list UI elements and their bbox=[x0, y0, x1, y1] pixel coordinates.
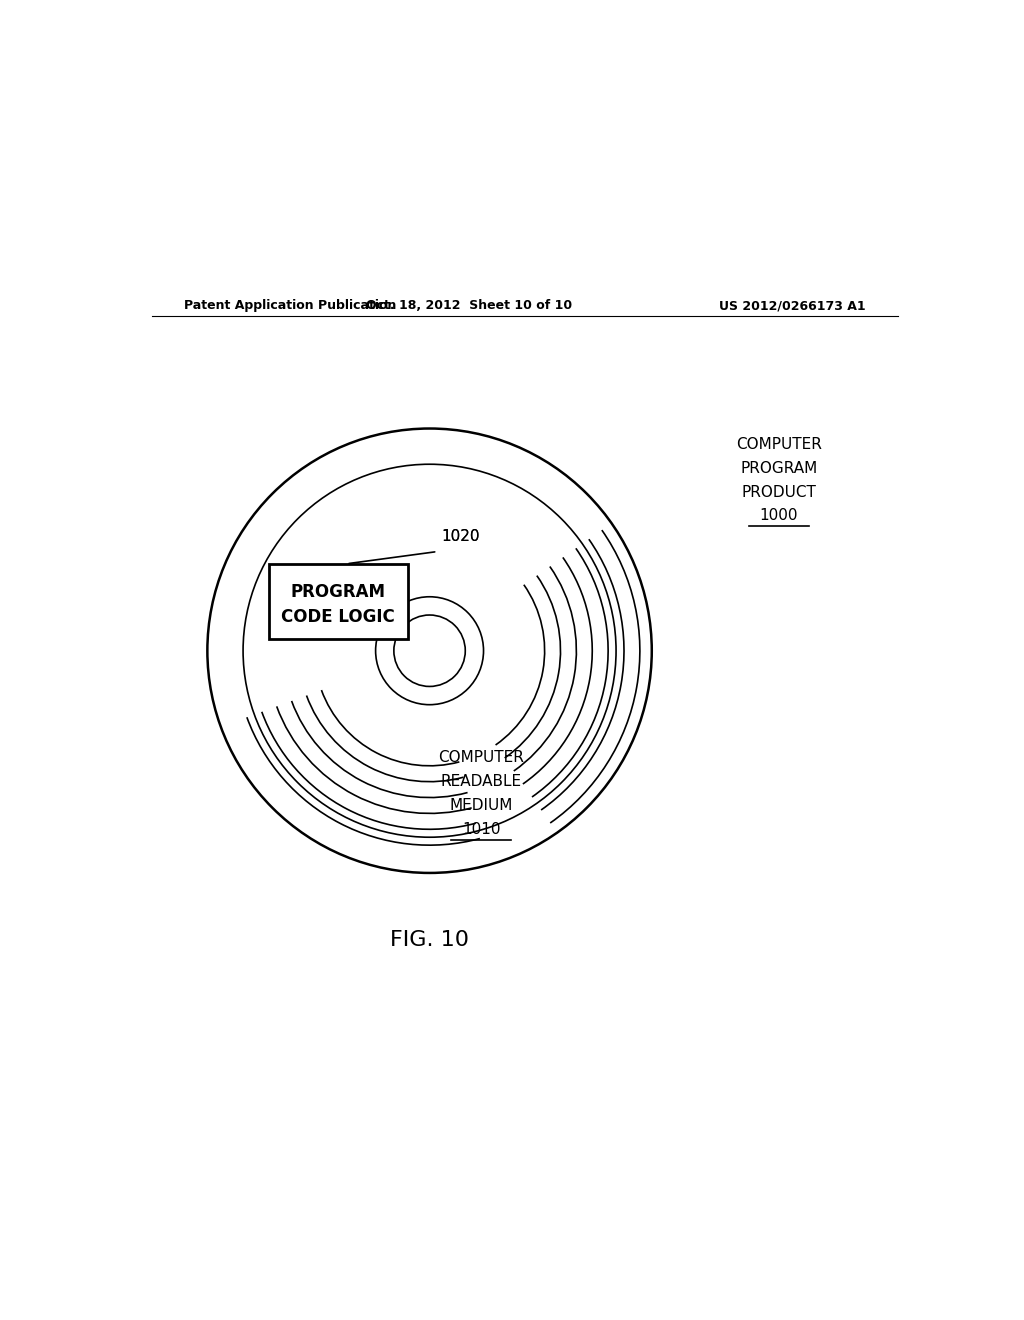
Text: PRODUCT: PRODUCT bbox=[741, 484, 816, 499]
Text: 1010: 1010 bbox=[462, 822, 501, 837]
Bar bbox=[269, 564, 408, 639]
Text: Patent Application Publication: Patent Application Publication bbox=[183, 300, 396, 312]
Text: PROGRAM: PROGRAM bbox=[291, 583, 386, 601]
Text: READABLE: READABLE bbox=[440, 774, 521, 789]
Text: PROGRAM: PROGRAM bbox=[740, 461, 817, 475]
Text: COMPUTER: COMPUTER bbox=[438, 750, 524, 766]
Text: 1020: 1020 bbox=[441, 528, 480, 544]
Text: MEDIUM: MEDIUM bbox=[450, 799, 513, 813]
Text: 1020: 1020 bbox=[441, 528, 480, 544]
Circle shape bbox=[394, 615, 465, 686]
Text: Oct. 18, 2012  Sheet 10 of 10: Oct. 18, 2012 Sheet 10 of 10 bbox=[367, 300, 572, 312]
Text: COMPUTER: COMPUTER bbox=[736, 437, 821, 451]
Text: CODE LOGIC: CODE LOGIC bbox=[282, 609, 395, 627]
Text: US 2012/0266173 A1: US 2012/0266173 A1 bbox=[720, 300, 866, 312]
Text: FIG. 10: FIG. 10 bbox=[390, 931, 469, 950]
Text: 1000: 1000 bbox=[760, 508, 798, 523]
